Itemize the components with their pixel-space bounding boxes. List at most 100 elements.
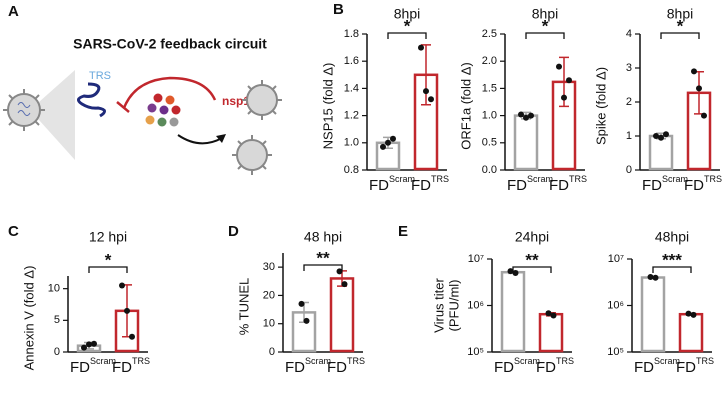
category-superscript: TRS [569, 174, 587, 184]
y-tick-label: 30 [263, 261, 275, 273]
category-superscript: Scram [389, 174, 415, 184]
y-tick-label: 10⁷ [608, 253, 624, 265]
y-tick-label: 0.5 [482, 137, 497, 149]
significance-label: * [105, 250, 112, 269]
y-tick-label: 3 [626, 62, 632, 74]
category-superscript: Scram [305, 356, 331, 366]
panel-letter: C [8, 223, 19, 240]
x-tick-label: FDTRS [536, 356, 574, 376]
y-axis-label-line: (PFU/ml) [447, 280, 462, 332]
y-axis-label: % TUNEL [236, 278, 251, 336]
category-superscript: TRS [431, 174, 449, 184]
data-point [423, 88, 429, 95]
data-point [390, 135, 396, 142]
panel-letter: D [228, 223, 239, 240]
y-tick-label: 0.8 [344, 164, 359, 176]
chart-title: 24hpi [515, 229, 549, 245]
y-axis-label: ORF1a (fold Δ) [458, 62, 473, 149]
category-superscript: TRS [132, 356, 150, 366]
bar [500, 270, 526, 353]
bar [538, 312, 564, 353]
category-superscript: Scram [514, 356, 540, 366]
y-tick-label: 1.8 [344, 28, 359, 40]
y-axis-label: NSP15 (fold Δ) [320, 63, 335, 150]
category-base: FD [285, 359, 305, 376]
significance-bracket [652, 266, 692, 273]
y-tick-label: 10 [48, 283, 60, 295]
inhibition-arc [122, 76, 217, 109]
data-point [385, 139, 391, 146]
data-point [129, 333, 135, 340]
significance-label: *** [662, 250, 682, 269]
data-point [298, 300, 305, 307]
x-tick-label: FDScram [369, 174, 415, 194]
x-tick-label: FDScram [70, 356, 116, 376]
chart-title: 48hpi [655, 229, 689, 245]
data-point [658, 134, 664, 141]
category-superscript: TRS [556, 356, 574, 366]
data-point [566, 77, 572, 84]
category-base: FD [676, 359, 696, 376]
y-axis-label: Spike (fold Δ) [593, 67, 608, 145]
y-axis-label-line: Virus titer [432, 277, 447, 332]
category-superscript: TRS [347, 356, 365, 366]
bar [648, 134, 674, 171]
x-tick-label: FDScram [642, 174, 688, 194]
bar [513, 114, 539, 171]
x-tick-label: FDScram [285, 356, 331, 376]
y-tick-label: 0 [626, 164, 632, 176]
inhibition-bar [116, 101, 130, 113]
x-tick-label: FDTRS [549, 174, 587, 194]
significance-label: * [542, 16, 549, 35]
x-tick-label: FDTRS [327, 356, 365, 376]
category-base: FD [112, 359, 132, 376]
data-point [545, 310, 552, 317]
chart-title: 8hpi [667, 6, 693, 22]
data-point [91, 340, 97, 347]
significance-label: ** [525, 250, 539, 269]
category-base: FD [507, 177, 527, 194]
y-tick-label: 10⁷ [468, 253, 484, 265]
y-tick-label: 2 [626, 96, 632, 108]
x-tick-label: FDScram [634, 356, 680, 376]
bar [640, 276, 666, 353]
category-base: FD [536, 359, 556, 376]
panel-letter: B [333, 1, 344, 18]
significance-label: ** [316, 248, 330, 267]
y-tick-label: 0.0 [482, 164, 497, 176]
data-point [685, 310, 692, 317]
x-tick-label: FDTRS [411, 174, 449, 194]
category-base: FD [411, 177, 431, 194]
y-tick-label: 5 [54, 314, 60, 326]
chart-panel: E 24hpi Virus titer(PFU/ml) 10⁵ 10⁶ 10⁷ FDScra… [398, 223, 574, 376]
y-tick-label: 4 [626, 28, 632, 40]
data-point [518, 111, 524, 118]
y-tick-label: 2.5 [482, 28, 497, 40]
y-tick-label: 1.5 [482, 82, 497, 94]
chart-panel: B 8hpi NSP15 (fold Δ) 0.8 1.0 1.2 1.4 1.6 1.8 FDS… [320, 1, 449, 194]
category-superscript: Scram [654, 356, 680, 366]
category-base: FD [634, 359, 654, 376]
arrowhead [216, 134, 226, 143]
bar [678, 312, 704, 353]
data-point [86, 341, 92, 348]
panel-a: A SARS-CoV-2 feedback circuit TRS nsp15 [3, 3, 282, 175]
y-tick-label: 0 [269, 346, 275, 358]
y-tick-label: 10 [263, 318, 275, 330]
virus [3, 89, 45, 131]
data-point [380, 143, 386, 150]
data-point [336, 268, 343, 275]
x-tick-label: FDTRS [112, 356, 150, 376]
significance-bracket [660, 32, 700, 39]
data-point [691, 68, 697, 75]
y-tick-label: 1 [626, 130, 632, 142]
bar [329, 277, 355, 353]
data-point [663, 131, 669, 138]
y-tick-label: 10⁶ [607, 299, 624, 311]
significance-bracket [387, 32, 427, 39]
